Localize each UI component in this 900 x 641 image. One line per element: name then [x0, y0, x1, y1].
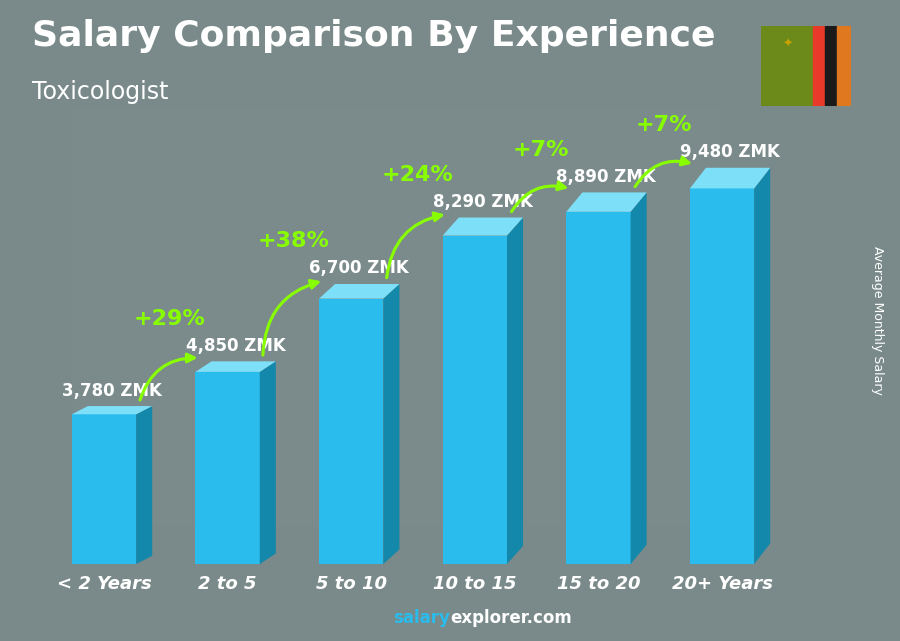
Polygon shape	[195, 362, 275, 372]
Bar	[837, 26, 850, 106]
Polygon shape	[507, 217, 523, 564]
Polygon shape	[754, 168, 770, 564]
Text: Average Monthly Salary: Average Monthly Salary	[871, 246, 884, 395]
Polygon shape	[72, 406, 152, 414]
Text: 8,890 ZMK: 8,890 ZMK	[556, 168, 656, 186]
Text: Toxicologist: Toxicologist	[32, 80, 168, 104]
Text: ✦: ✦	[782, 38, 793, 51]
Polygon shape	[443, 217, 523, 236]
Text: +7%: +7%	[512, 140, 569, 160]
Bar	[443, 236, 507, 564]
Polygon shape	[320, 284, 400, 299]
Bar	[566, 212, 631, 564]
Text: 3,780 ZMK: 3,780 ZMK	[62, 381, 162, 399]
Text: salary: salary	[393, 609, 450, 627]
Polygon shape	[631, 192, 646, 564]
Bar	[320, 299, 383, 564]
Polygon shape	[690, 168, 770, 188]
Text: 8,290 ZMK: 8,290 ZMK	[433, 193, 533, 211]
Bar	[825, 26, 837, 106]
Text: explorer.com: explorer.com	[450, 609, 572, 627]
Text: +7%: +7%	[636, 115, 692, 135]
Bar	[195, 372, 260, 564]
Polygon shape	[260, 362, 275, 564]
Text: +24%: +24%	[382, 165, 453, 185]
Bar	[690, 188, 754, 564]
Polygon shape	[566, 192, 646, 212]
Text: 6,700 ZMK: 6,700 ZMK	[310, 260, 409, 278]
Text: 9,480 ZMK: 9,480 ZMK	[680, 143, 780, 162]
Text: 4,850 ZMK: 4,850 ZMK	[185, 337, 285, 354]
Bar	[814, 26, 825, 106]
Text: +38%: +38%	[257, 231, 329, 251]
Text: Salary Comparison By Experience: Salary Comparison By Experience	[32, 19, 715, 53]
Text: +29%: +29%	[134, 308, 206, 329]
Polygon shape	[383, 284, 400, 564]
Polygon shape	[136, 406, 152, 564]
Bar	[72, 414, 136, 564]
